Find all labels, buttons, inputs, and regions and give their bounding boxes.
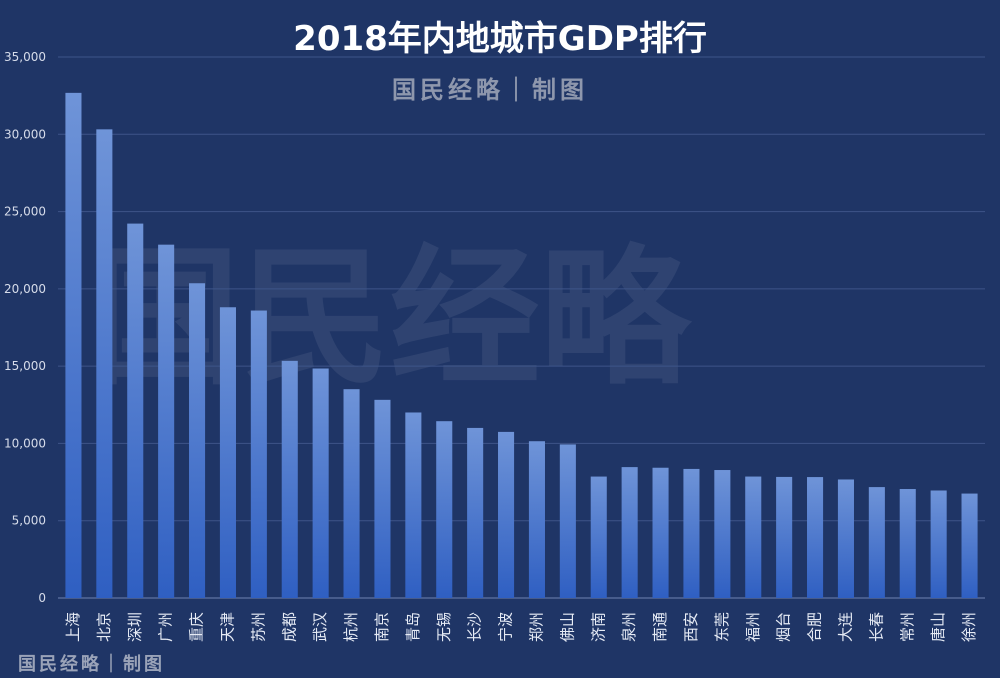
x-tick-label: 青岛 bbox=[404, 612, 422, 642]
x-tick-label: 武汉 bbox=[311, 612, 329, 642]
bar bbox=[405, 412, 422, 598]
x-tick-label: 成都 bbox=[280, 612, 298, 642]
x-tick-label: 东莞 bbox=[713, 612, 731, 642]
y-tick-label: 20,000 bbox=[4, 282, 46, 296]
watermark: 国民经略 bbox=[90, 232, 693, 406]
x-tick-label: 西安 bbox=[682, 612, 700, 642]
bar bbox=[219, 307, 236, 598]
bar bbox=[250, 310, 267, 598]
footer-credit: 国民经略｜制图 bbox=[18, 653, 165, 675]
y-tick-label: 0 bbox=[38, 591, 46, 605]
bar bbox=[745, 476, 762, 598]
x-tick-label: 唐山 bbox=[929, 612, 947, 642]
bar bbox=[621, 467, 638, 598]
bar bbox=[374, 399, 391, 598]
bar bbox=[683, 468, 700, 598]
y-tick-label: 5,000 bbox=[12, 514, 46, 528]
bar bbox=[65, 92, 82, 599]
y-tick-label: 15,000 bbox=[4, 359, 46, 373]
x-tick-label: 重庆 bbox=[188, 612, 206, 642]
bar bbox=[467, 427, 484, 598]
x-tick-label: 佛山 bbox=[558, 612, 576, 642]
bar bbox=[807, 477, 824, 598]
x-tick-label: 北京 bbox=[95, 612, 113, 642]
bar bbox=[281, 360, 298, 598]
bar bbox=[714, 470, 731, 598]
chart-title: 2018年内地城市GDP排行 bbox=[293, 19, 707, 59]
x-tick-label: 无锡 bbox=[435, 612, 453, 642]
x-tick-label: 南京 bbox=[373, 612, 391, 642]
y-tick-label: 35,000 bbox=[4, 50, 46, 64]
y-tick-label: 25,000 bbox=[4, 205, 46, 219]
x-tick-label: 长春 bbox=[867, 612, 885, 642]
x-tick-label: 上海 bbox=[64, 612, 82, 642]
bar bbox=[961, 493, 978, 598]
bar bbox=[158, 244, 175, 599]
bar bbox=[498, 431, 515, 598]
bar bbox=[590, 476, 607, 598]
x-tick-label: 合肥 bbox=[806, 612, 824, 642]
bar bbox=[343, 389, 360, 598]
grid bbox=[58, 56, 985, 599]
x-tick-label: 徐州 bbox=[960, 612, 978, 642]
chart-subtitle: 国民经略｜制图 bbox=[392, 76, 588, 104]
bar bbox=[312, 368, 329, 598]
bar bbox=[127, 223, 144, 598]
x-tick-label: 福州 bbox=[744, 612, 762, 642]
y-tick-label: 30,000 bbox=[4, 127, 46, 141]
x-tick-label: 广州 bbox=[157, 612, 175, 642]
x-tick-label: 苏州 bbox=[249, 612, 267, 642]
x-tick-label: 大连 bbox=[836, 612, 854, 642]
y-axis-ticks: 0 5,000 10,000 15,000 20,000 25,000 30,000 35,0… bbox=[4, 50, 46, 605]
x-tick-label: 南通 bbox=[651, 612, 669, 642]
bar bbox=[868, 487, 885, 598]
x-tick-label: 宁波 bbox=[497, 612, 515, 642]
bar bbox=[837, 479, 854, 598]
x-tick-label: 深圳 bbox=[126, 612, 144, 642]
y-tick-label: 10,000 bbox=[4, 436, 46, 450]
x-tick-label: 济南 bbox=[589, 612, 607, 642]
bar bbox=[436, 421, 453, 598]
x-tick-label: 常州 bbox=[898, 612, 916, 642]
bars bbox=[65, 92, 978, 599]
bar bbox=[528, 441, 545, 598]
bar bbox=[776, 476, 793, 598]
x-tick-label: 天津 bbox=[218, 612, 236, 642]
x-tick-label: 长沙 bbox=[466, 612, 484, 642]
bar bbox=[899, 489, 916, 598]
bar bbox=[96, 129, 113, 599]
x-axis-ticks: 上海 北京 深圳 广州 重庆 天津 苏州 成都 武汉 杭州 南京 青岛 无锡 长沙 宁波 郑州 佛山 济南 泉州 南通… bbox=[64, 612, 978, 642]
bar bbox=[930, 490, 947, 598]
x-tick-label: 郑州 bbox=[527, 612, 545, 642]
bar bbox=[189, 283, 206, 598]
x-tick-label: 杭州 bbox=[342, 612, 360, 642]
bar bbox=[652, 467, 669, 598]
bar bbox=[559, 444, 576, 598]
x-tick-label: 烟台 bbox=[775, 612, 793, 642]
x-tick-label: 泉州 bbox=[620, 612, 638, 642]
